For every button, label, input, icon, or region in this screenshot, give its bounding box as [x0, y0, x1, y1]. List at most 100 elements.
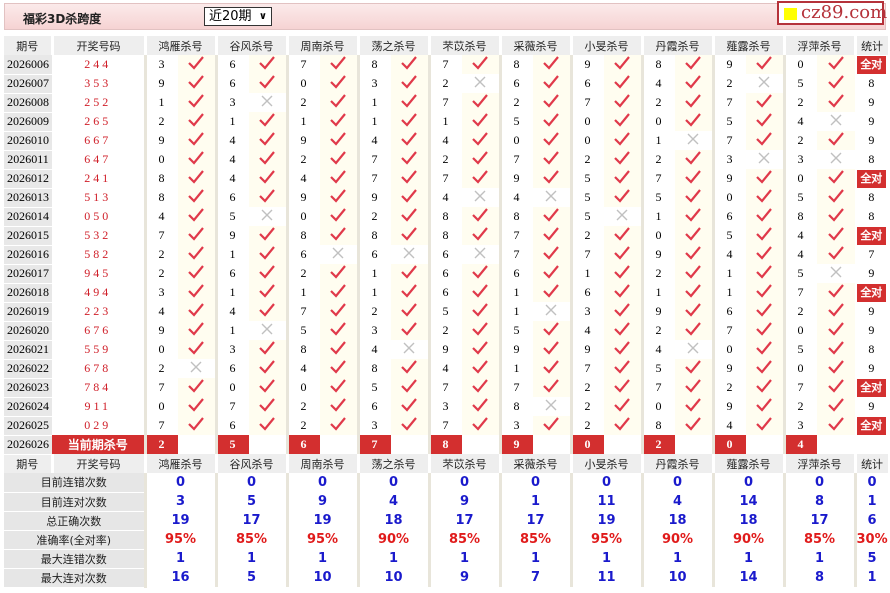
result-mark	[817, 131, 855, 150]
check-icon	[258, 226, 276, 244]
check-icon	[684, 55, 702, 73]
check-icon	[400, 93, 418, 111]
result-mark	[178, 302, 216, 321]
kill-number: 6	[569, 74, 604, 93]
header-expert: 丹霞杀号	[640, 454, 713, 473]
page-title: 福彩3D杀跨度	[23, 12, 102, 26]
result-mark	[178, 321, 216, 340]
result-mark	[817, 378, 855, 397]
kill-number: 9	[569, 55, 604, 74]
result-mark	[817, 245, 855, 264]
check-icon	[471, 226, 489, 244]
kill-number: 4	[214, 150, 249, 169]
result-mark	[391, 150, 429, 169]
check-icon	[258, 74, 276, 92]
kill-number: 5	[711, 112, 746, 131]
check-icon	[684, 359, 702, 377]
check-icon	[329, 55, 347, 73]
result-mark	[462, 131, 500, 150]
kill-number: 7	[711, 93, 746, 112]
check-icon	[187, 283, 205, 301]
result-mark	[178, 169, 216, 188]
check-icon	[471, 359, 489, 377]
draw-number: 241	[84, 171, 112, 185]
result-mark	[320, 93, 358, 112]
kill-number: 6	[214, 359, 249, 378]
stats-value: 4	[356, 492, 429, 511]
kill-number: 1	[640, 207, 675, 226]
check-icon	[258, 359, 276, 377]
stats-value: 85%	[782, 530, 855, 549]
site-logo[interactable]: cz89.com	[777, 1, 887, 25]
result-mark	[391, 188, 429, 207]
kill-number: 6	[427, 264, 462, 283]
result-mark	[746, 188, 784, 207]
draw-number: 252	[84, 95, 112, 109]
check-icon	[755, 283, 773, 301]
result-mark	[675, 93, 713, 112]
kill-number: 1	[640, 283, 675, 302]
check-icon	[613, 74, 631, 92]
empty-cell	[249, 435, 287, 454]
period-range-select[interactable]: 近20期 ∨	[204, 7, 272, 26]
kill-number: 2	[782, 397, 817, 416]
check-icon	[827, 416, 845, 434]
result-mark	[391, 226, 429, 245]
kill-number: 2	[427, 150, 462, 169]
kill-number: 4	[285, 359, 320, 378]
check-icon	[613, 93, 631, 111]
empty-cell	[817, 435, 855, 454]
stat-cell: 9	[855, 397, 888, 416]
stats-value: 0	[356, 473, 429, 492]
kill-number: 4	[498, 188, 533, 207]
result-mark	[533, 245, 571, 264]
check-icon	[542, 150, 560, 168]
result-mark	[320, 264, 358, 283]
cross-icon	[473, 76, 487, 92]
check-icon	[471, 416, 489, 434]
check-icon	[258, 302, 276, 320]
check-icon	[613, 359, 631, 377]
result-mark	[249, 112, 287, 131]
check-icon	[187, 340, 205, 358]
kill-number: 8	[356, 55, 391, 74]
stats-value: 18	[640, 511, 713, 530]
current-kill-number: 4	[782, 435, 817, 454]
stats-value: 7	[498, 568, 571, 587]
check-icon	[613, 112, 631, 130]
kill-number: 5	[427, 302, 462, 321]
result-mark	[320, 207, 358, 226]
period-cell: 2026020	[4, 321, 52, 341]
check-icon	[471, 264, 489, 282]
period-cell: 2026016	[4, 245, 52, 265]
check-icon	[542, 93, 560, 111]
check-icon	[187, 112, 205, 130]
result-mark	[462, 169, 500, 188]
stat-cell: 全对	[855, 283, 888, 302]
check-icon	[329, 150, 347, 168]
kill-number: 9	[143, 321, 178, 340]
check-icon	[400, 378, 418, 396]
check-icon	[613, 416, 631, 434]
header-expert: 鸿雁杀号	[143, 36, 216, 55]
empty-cell	[855, 435, 888, 454]
cross-icon	[331, 247, 345, 263]
correct-count: 9	[868, 95, 875, 109]
kill-number: 4	[569, 321, 604, 340]
result-mark	[533, 226, 571, 245]
check-icon	[187, 416, 205, 434]
kill-number: 4	[285, 169, 320, 188]
current-kill-number: 8	[427, 435, 462, 454]
check-icon	[187, 55, 205, 73]
check-icon	[471, 169, 489, 187]
current-kill-number: 9	[498, 435, 533, 454]
result-mark	[604, 207, 642, 226]
check-icon	[329, 340, 347, 358]
kill-number: 9	[711, 55, 746, 74]
stats-value: 0	[853, 473, 888, 492]
result-mark	[604, 93, 642, 112]
stats-value: 1	[569, 549, 642, 568]
result-mark	[675, 131, 713, 150]
kill-number: 6	[498, 74, 533, 93]
period-cell: 2026021	[4, 340, 52, 360]
